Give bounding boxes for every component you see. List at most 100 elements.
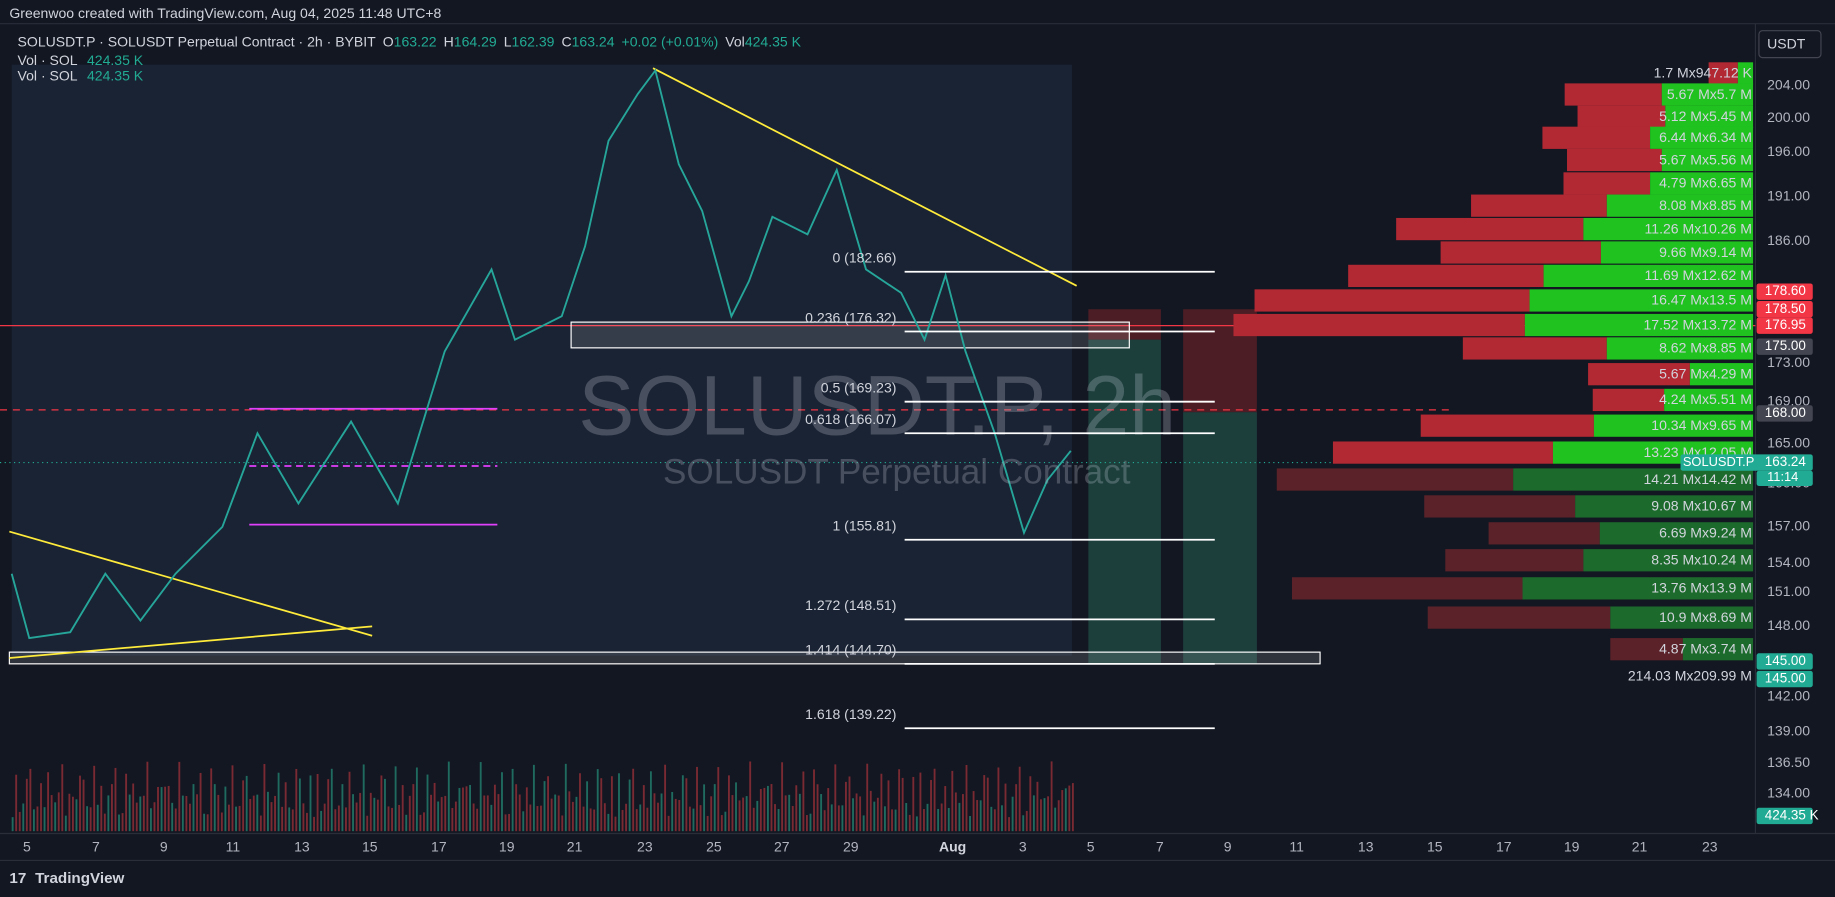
profile-sell <box>1471 194 1607 217</box>
volume-bar <box>525 787 528 832</box>
time-tick: 5 <box>1087 838 1095 854</box>
volume-bar <box>869 790 872 832</box>
volume-bar <box>458 787 461 832</box>
profile-buy <box>1650 172 1754 195</box>
profile-buy <box>1661 83 1754 106</box>
profile-buy <box>1737 62 1754 85</box>
volume-bar <box>603 803 606 832</box>
profile-sell <box>1424 495 1576 518</box>
volume-bar <box>270 802 273 832</box>
volume-bar <box>149 808 152 832</box>
fib-label: 0.236 (176.32) <box>805 309 896 325</box>
volume-bar <box>887 780 890 832</box>
volume-bar <box>267 791 269 832</box>
volume-bar <box>249 798 252 832</box>
profile-label: 8.08 Mx8.85 M <box>1659 197 1752 213</box>
volume-bar <box>192 784 195 832</box>
last-symbol: SOLUSDT.P <box>1683 454 1754 469</box>
volume-bar <box>210 768 213 832</box>
volume-bar <box>228 804 230 832</box>
profile-sell <box>1567 148 1662 172</box>
volume-bar <box>231 765 234 832</box>
volume-bar <box>841 805 844 832</box>
volume-bar <box>174 808 177 832</box>
volume-bar <box>284 782 287 832</box>
volume-bar <box>926 803 929 832</box>
volume-bar <box>196 794 198 832</box>
volume-bar <box>742 797 745 832</box>
volume-bar <box>426 774 429 832</box>
volume-bar <box>809 813 812 832</box>
profile-label: 17.52 Mx13.72 M <box>1643 316 1751 332</box>
last-price-badge <box>1680 454 1813 471</box>
last-price-badge <box>1756 470 1813 486</box>
time-tick: 15 <box>1427 838 1443 854</box>
volume-bar <box>724 811 727 832</box>
volume-bar <box>749 761 752 832</box>
volume-bar <box>703 784 706 832</box>
volume-bar <box>958 802 961 832</box>
volume-bar <box>625 803 628 832</box>
time-tick: 9 <box>160 838 168 854</box>
volume-bar <box>859 796 862 832</box>
time-tick: 9 <box>1224 838 1232 854</box>
profile-sell <box>1610 638 1683 661</box>
volume-bar <box>614 816 617 832</box>
volume-bar <box>423 812 425 832</box>
currency-button[interactable] <box>1758 30 1822 59</box>
volume-bar <box>827 788 830 832</box>
volume-bar <box>547 776 550 832</box>
volume-bar <box>564 763 567 832</box>
time-tick: 23 <box>637 838 653 854</box>
volume-bar <box>1011 796 1014 832</box>
volume-bar <box>181 795 184 832</box>
volume-bar <box>323 803 326 832</box>
profile-buy <box>1575 495 1754 518</box>
price-badge-label: 145.00 <box>1765 653 1806 668</box>
volume-bar <box>657 802 659 832</box>
volume-bar <box>884 806 886 832</box>
volume-bar <box>660 793 663 832</box>
volume-bar <box>437 801 440 832</box>
volume-bar <box>713 784 716 832</box>
volume-bar <box>855 793 858 832</box>
volume-bar <box>993 809 996 832</box>
volume-bar <box>1015 784 1018 832</box>
time-tick: 29 <box>843 838 859 854</box>
volume-bar <box>217 794 220 832</box>
time-tick: 19 <box>499 838 515 854</box>
volume-bar <box>15 774 18 832</box>
profile-sell <box>1420 414 1594 437</box>
profile-sell <box>1563 172 1651 195</box>
volume-bar <box>568 791 571 832</box>
volume-bar <box>600 778 603 832</box>
volume-bar <box>387 806 390 832</box>
last-price: 163.24 <box>1765 454 1807 469</box>
volume-bar <box>1043 798 1046 832</box>
watermark-subtitle: SOLUSDT Perpetual Contract <box>663 453 1131 492</box>
volume-bar <box>898 769 901 832</box>
profile-buy <box>1513 468 1754 491</box>
profile-sell <box>1276 468 1514 491</box>
ohlc-value: 163.24 <box>572 33 615 49</box>
volume-bar <box>359 792 362 832</box>
volume-bar <box>951 770 954 832</box>
volume-bar <box>472 803 475 832</box>
price-tick: 157.00 <box>1767 518 1810 534</box>
volume-bar <box>866 763 869 832</box>
volume-bar <box>1032 795 1035 832</box>
currency[interactable]: USDT <box>1767 35 1806 51</box>
volume-bar <box>483 795 486 832</box>
volume-bar <box>327 779 330 832</box>
volume-bar <box>22 803 25 832</box>
volume-bar <box>54 802 57 832</box>
price-badge-label: 178.60 <box>1765 283 1806 298</box>
volume-bar <box>29 768 32 832</box>
volume-bar <box>302 803 305 832</box>
volume-bar <box>820 794 823 832</box>
volume-bar <box>586 781 589 832</box>
time-tick: 17 <box>1496 838 1512 854</box>
volume-bar <box>320 810 323 832</box>
volume-bar <box>710 796 713 832</box>
price-tick: 139.00 <box>1767 722 1810 738</box>
